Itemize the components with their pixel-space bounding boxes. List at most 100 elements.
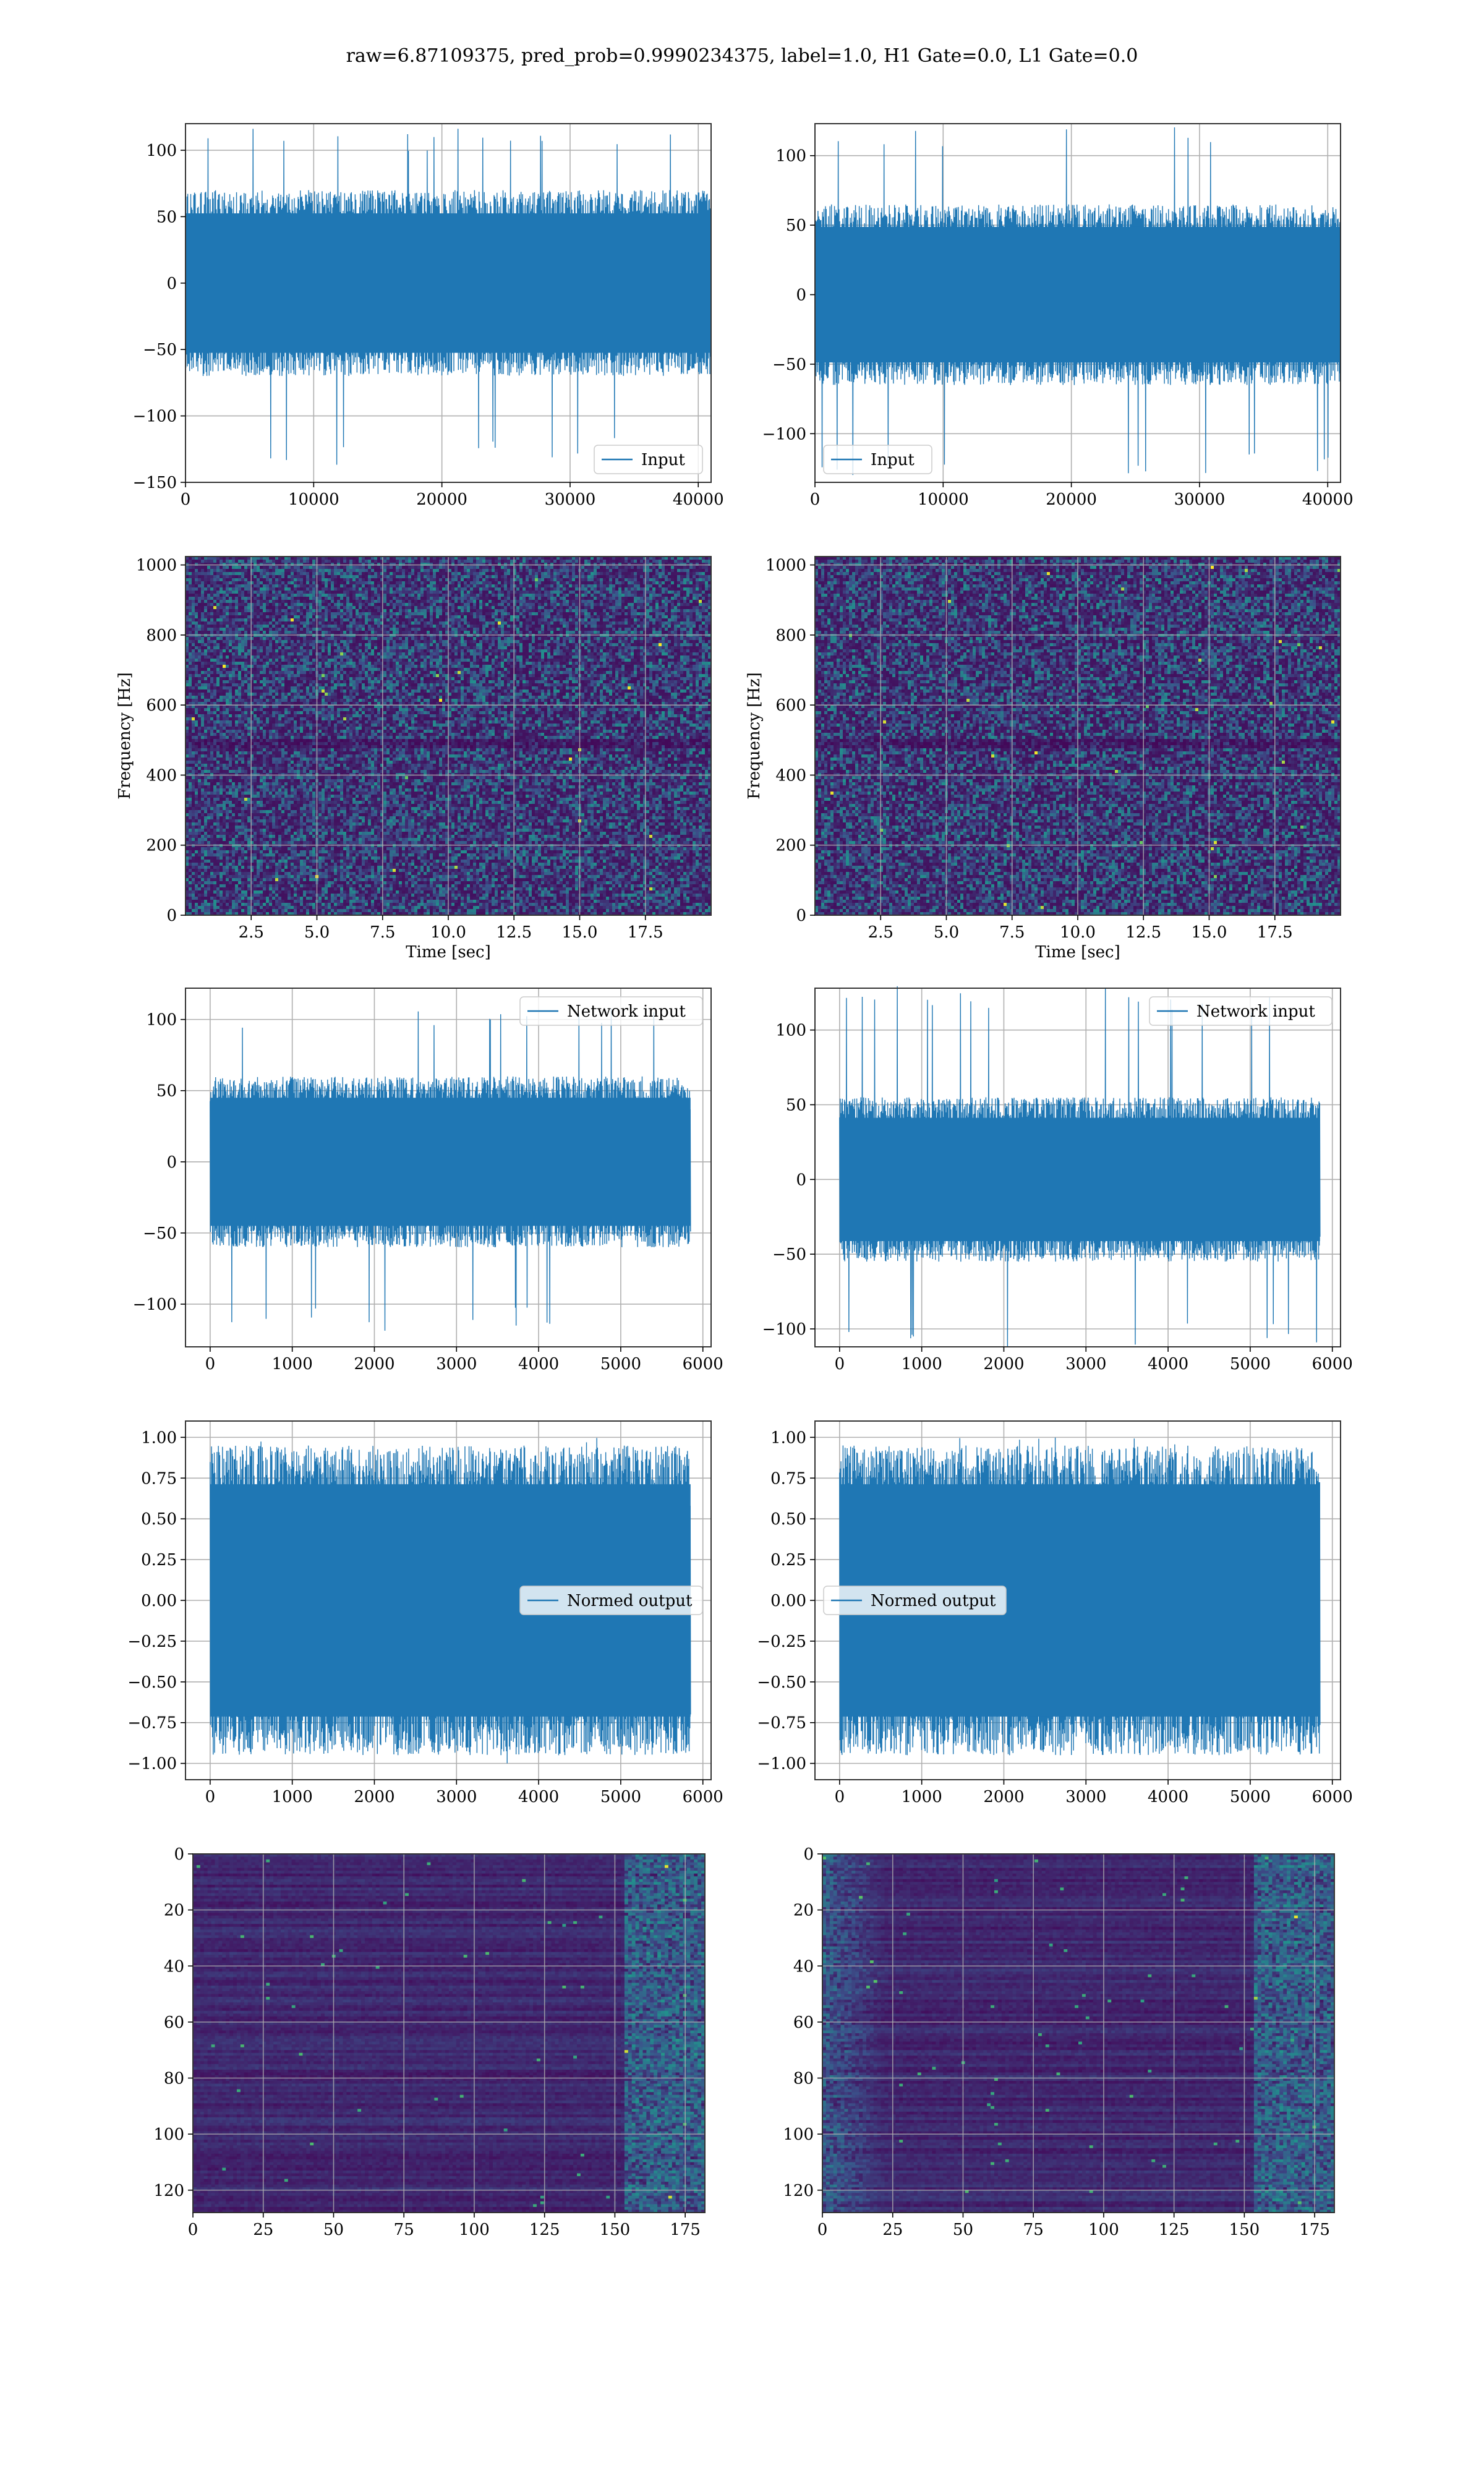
x-tick-label: 0 [188, 2221, 198, 2239]
y-tick-label: 400 [775, 766, 806, 785]
y-tick-label: 80 [793, 2070, 814, 2088]
y-tick-label: −1.00 [127, 1755, 177, 1774]
legend-label: Normed output [567, 1592, 693, 1610]
y-tick-label: 0.25 [141, 1551, 177, 1569]
y-tick-label: 0.00 [141, 1592, 177, 1610]
legend: Network input [1149, 997, 1332, 1025]
x-tick-label: 50 [953, 2221, 973, 2239]
y-tick-label: 0 [166, 275, 177, 293]
y-tick-label: 0 [803, 1845, 814, 1864]
y-tick-label: 100 [775, 147, 806, 166]
x-tick-label: 100 [1088, 2221, 1119, 2239]
figure-title: raw=6.87109375, pred_prob=0.9990234375, … [346, 45, 1138, 67]
legend-label: Input [641, 451, 685, 469]
y-tick-label: 0.00 [770, 1592, 806, 1610]
series-band [186, 213, 710, 353]
x-tick-label: 12.5 [496, 923, 532, 942]
x-tick-label: 5000 [600, 1788, 641, 1806]
y-tick-label: 100 [783, 2125, 814, 2144]
y-tick-label: 100 [775, 1022, 806, 1040]
x-tick-label: 6000 [1312, 1788, 1353, 1806]
x-tick-label: 40000 [1302, 490, 1354, 509]
heatmap-cells [193, 1854, 706, 2213]
x-tick-label: 40000 [673, 490, 724, 509]
y-tick-label: −50 [772, 1245, 806, 1264]
y-tick-label: 600 [146, 696, 177, 715]
x-axis-label: Time [sec] [1035, 943, 1120, 962]
y-tick-label: 0.25 [770, 1551, 806, 1569]
y-tick-label: 200 [146, 837, 177, 855]
x-tick-label: 12.5 [1125, 923, 1161, 942]
x-tick-label: 4000 [1148, 1355, 1188, 1373]
y-tick-label: 20 [164, 1902, 184, 1920]
y-tick-label: 50 [156, 1082, 177, 1101]
x-tick-label: 25 [882, 2221, 903, 2239]
y-tick-label: 0.75 [141, 1469, 177, 1488]
x-tick-label: 4000 [518, 1788, 559, 1806]
y-tick-label: 50 [786, 216, 806, 235]
y-tick-label: −150 [133, 474, 177, 492]
legend: Normed output [824, 1586, 1006, 1615]
y-tick-label: −100 [762, 425, 806, 443]
y-tick-label: 0 [174, 1845, 184, 1864]
x-tick-label: 0 [835, 1355, 845, 1373]
x-tick-label: 175 [670, 2221, 701, 2239]
x-tick-label: 0 [817, 2221, 828, 2239]
x-tick-label: 2.5 [239, 923, 264, 942]
x-tick-label: 50 [323, 2221, 344, 2239]
y-tick-label: 60 [164, 2013, 184, 2032]
x-tick-label: 3000 [436, 1788, 477, 1806]
x-tick-label: 5.0 [304, 923, 330, 942]
y-tick-label: 40 [164, 1957, 184, 1976]
x-tick-label: 125 [529, 2221, 560, 2239]
x-tick-label: 100 [459, 2221, 490, 2239]
x-tick-label: 30000 [545, 490, 596, 509]
y-tick-label: 1.00 [770, 1428, 806, 1447]
y-tick-label: 80 [164, 2070, 184, 2088]
y-tick-label: 50 [786, 1096, 806, 1115]
x-tick-label: 75 [394, 2221, 414, 2239]
y-tick-label: 600 [775, 696, 806, 715]
y-tick-label: −1.00 [757, 1755, 806, 1774]
y-tick-label: 1000 [765, 557, 806, 575]
y-tick-label: −0.75 [127, 1714, 177, 1733]
x-tick-label: 3000 [436, 1355, 477, 1373]
legend: Normed output [520, 1586, 702, 1615]
x-tick-label: 25 [253, 2221, 273, 2239]
legend-label: Network input [567, 1002, 686, 1021]
x-tick-label: 10000 [918, 490, 969, 509]
y-tick-label: 1.00 [141, 1428, 177, 1447]
y-tick-label: 800 [146, 626, 177, 645]
y-tick-label: 0.75 [770, 1469, 806, 1488]
y-tick-label: 40 [793, 1957, 814, 1976]
x-tick-label: 1000 [902, 1355, 942, 1373]
series-band [840, 1118, 1320, 1241]
y-tick-label: 50 [156, 208, 177, 226]
x-tick-label: 3000 [1065, 1788, 1106, 1806]
legend: Input [824, 445, 932, 474]
x-tick-label: 6000 [683, 1355, 723, 1373]
x-tick-label: 150 [600, 2221, 631, 2239]
y-tick-label: −0.25 [127, 1633, 177, 1651]
x-tick-label: 1000 [272, 1788, 313, 1806]
legend: Input [594, 445, 702, 474]
legend-label: Input [871, 451, 915, 469]
x-tick-label: 2000 [354, 1355, 394, 1373]
x-tick-label: 5000 [1230, 1355, 1271, 1373]
y-tick-label: 400 [146, 766, 177, 785]
x-tick-label: 0 [205, 1355, 216, 1373]
y-tick-label: 0.50 [770, 1510, 806, 1529]
series-band [210, 1098, 691, 1226]
y-tick-label: 20 [793, 1902, 814, 1920]
x-tick-label: 4000 [1148, 1788, 1188, 1806]
x-tick-label: 4000 [518, 1355, 559, 1373]
x-tick-label: 75 [1023, 2221, 1044, 2239]
x-tick-label: 0 [181, 490, 191, 509]
